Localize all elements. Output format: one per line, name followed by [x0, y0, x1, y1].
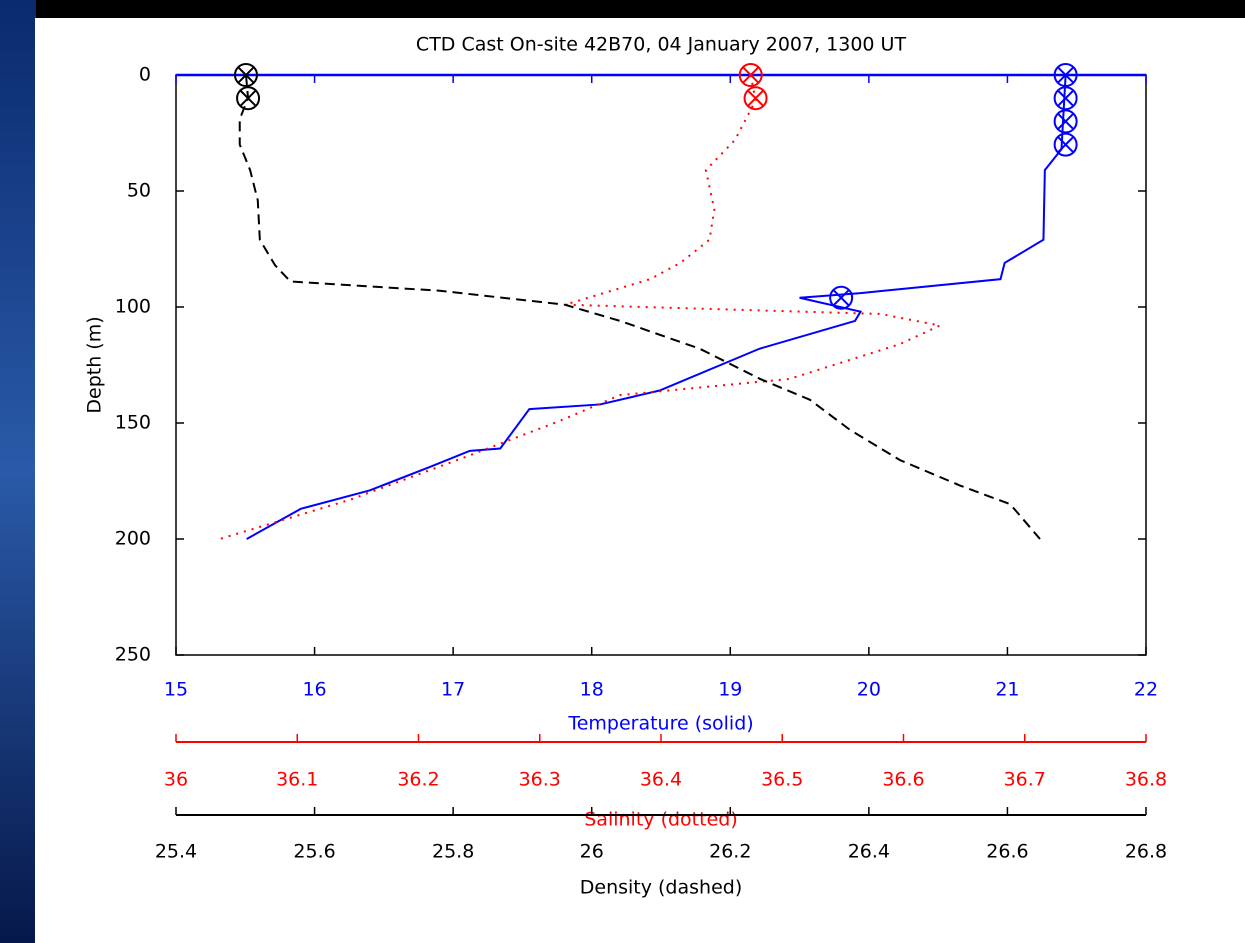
x3-axis-label: Density (dashed)	[580, 877, 743, 899]
x2-tick-label: 36.5	[761, 769, 803, 791]
x3-tick-label: 26.8	[1125, 841, 1167, 863]
y-tick-label: 200	[115, 528, 151, 550]
y-tick-label: 250	[115, 644, 151, 666]
marker-cross	[1057, 112, 1075, 130]
x3-tick-label: 26.4	[848, 841, 890, 863]
x2-tick-label: 36.1	[276, 769, 318, 791]
sample-marker	[738, 63, 763, 87]
x2-axis-label: Salinity (dotted)	[584, 809, 737, 831]
x2-tick-label: 36.4	[640, 769, 682, 791]
x3-tick-label: 26	[580, 841, 604, 863]
sample-marker	[743, 86, 768, 111]
x-tick-label: 22	[1134, 679, 1158, 701]
profile-line	[219, 74, 944, 540]
marker-circle	[233, 63, 258, 87]
marker-cross	[747, 89, 764, 107]
marker-cross	[1057, 89, 1075, 107]
marker-circle	[1053, 109, 1078, 134]
sample-marker	[1053, 132, 1078, 157]
sample-marker	[1053, 109, 1078, 134]
marker-circle	[1053, 132, 1078, 157]
marker-circle	[738, 63, 763, 87]
y-tick-label: 0	[139, 64, 151, 86]
y-axis-label: Depth (m)	[84, 316, 106, 413]
x-tick-label: 15	[164, 679, 188, 701]
x-tick-label: 19	[718, 679, 742, 701]
marker-circle	[236, 86, 261, 111]
x-tick-label: 17	[441, 679, 465, 701]
x2-tick-label: 36.3	[519, 769, 561, 791]
x2-tick-label: 36.2	[397, 769, 439, 791]
profile-line	[238, 74, 1041, 540]
y-tick-label: 50	[127, 180, 151, 202]
x2-tick-label: 36.8	[1125, 769, 1167, 791]
x-axis-label: Temperature (solid)	[567, 713, 753, 735]
panel	[35, 18, 1245, 943]
marker-cross	[742, 66, 760, 84]
x3-tick-label: 25.8	[432, 841, 474, 863]
chart-title: CTD Cast On-site 42B70, 04 January 2007,…	[416, 34, 907, 56]
sample-marker	[236, 86, 261, 111]
marker-cross	[1057, 66, 1075, 84]
x3-tick-label: 25.6	[293, 841, 335, 863]
x2-tick-label: 36.7	[1004, 769, 1046, 791]
y-tick-label: 150	[115, 412, 151, 434]
sample-marker	[1053, 63, 1078, 87]
x3-tick-label: 26.2	[709, 841, 751, 863]
x2-tick-label: 36.6	[882, 769, 924, 791]
x-tick-label: 16	[302, 679, 326, 701]
sample-marker	[829, 285, 854, 310]
x-tick-label: 20	[857, 679, 881, 701]
y-tick-label: 100	[115, 296, 151, 318]
marker-cross	[1057, 136, 1075, 154]
sample-marker	[1053, 86, 1078, 111]
marker-cross	[239, 89, 257, 107]
marker-circle	[743, 86, 768, 111]
sample-marker	[233, 63, 258, 87]
marker-circle	[1053, 63, 1078, 87]
x3-tick-label: 26.6	[986, 841, 1028, 863]
marker-cross	[832, 289, 850, 307]
marker-circle	[829, 285, 854, 310]
x2-tick-label: 36	[164, 769, 188, 791]
x3-tick-label: 25.4	[155, 841, 197, 863]
profile-line	[246, 74, 1067, 540]
marker-circle	[1053, 86, 1078, 111]
side-strip	[0, 0, 36, 943]
marker-cross	[237, 66, 255, 84]
x-tick-label: 21	[995, 679, 1019, 701]
x-tick-label: 18	[580, 679, 604, 701]
